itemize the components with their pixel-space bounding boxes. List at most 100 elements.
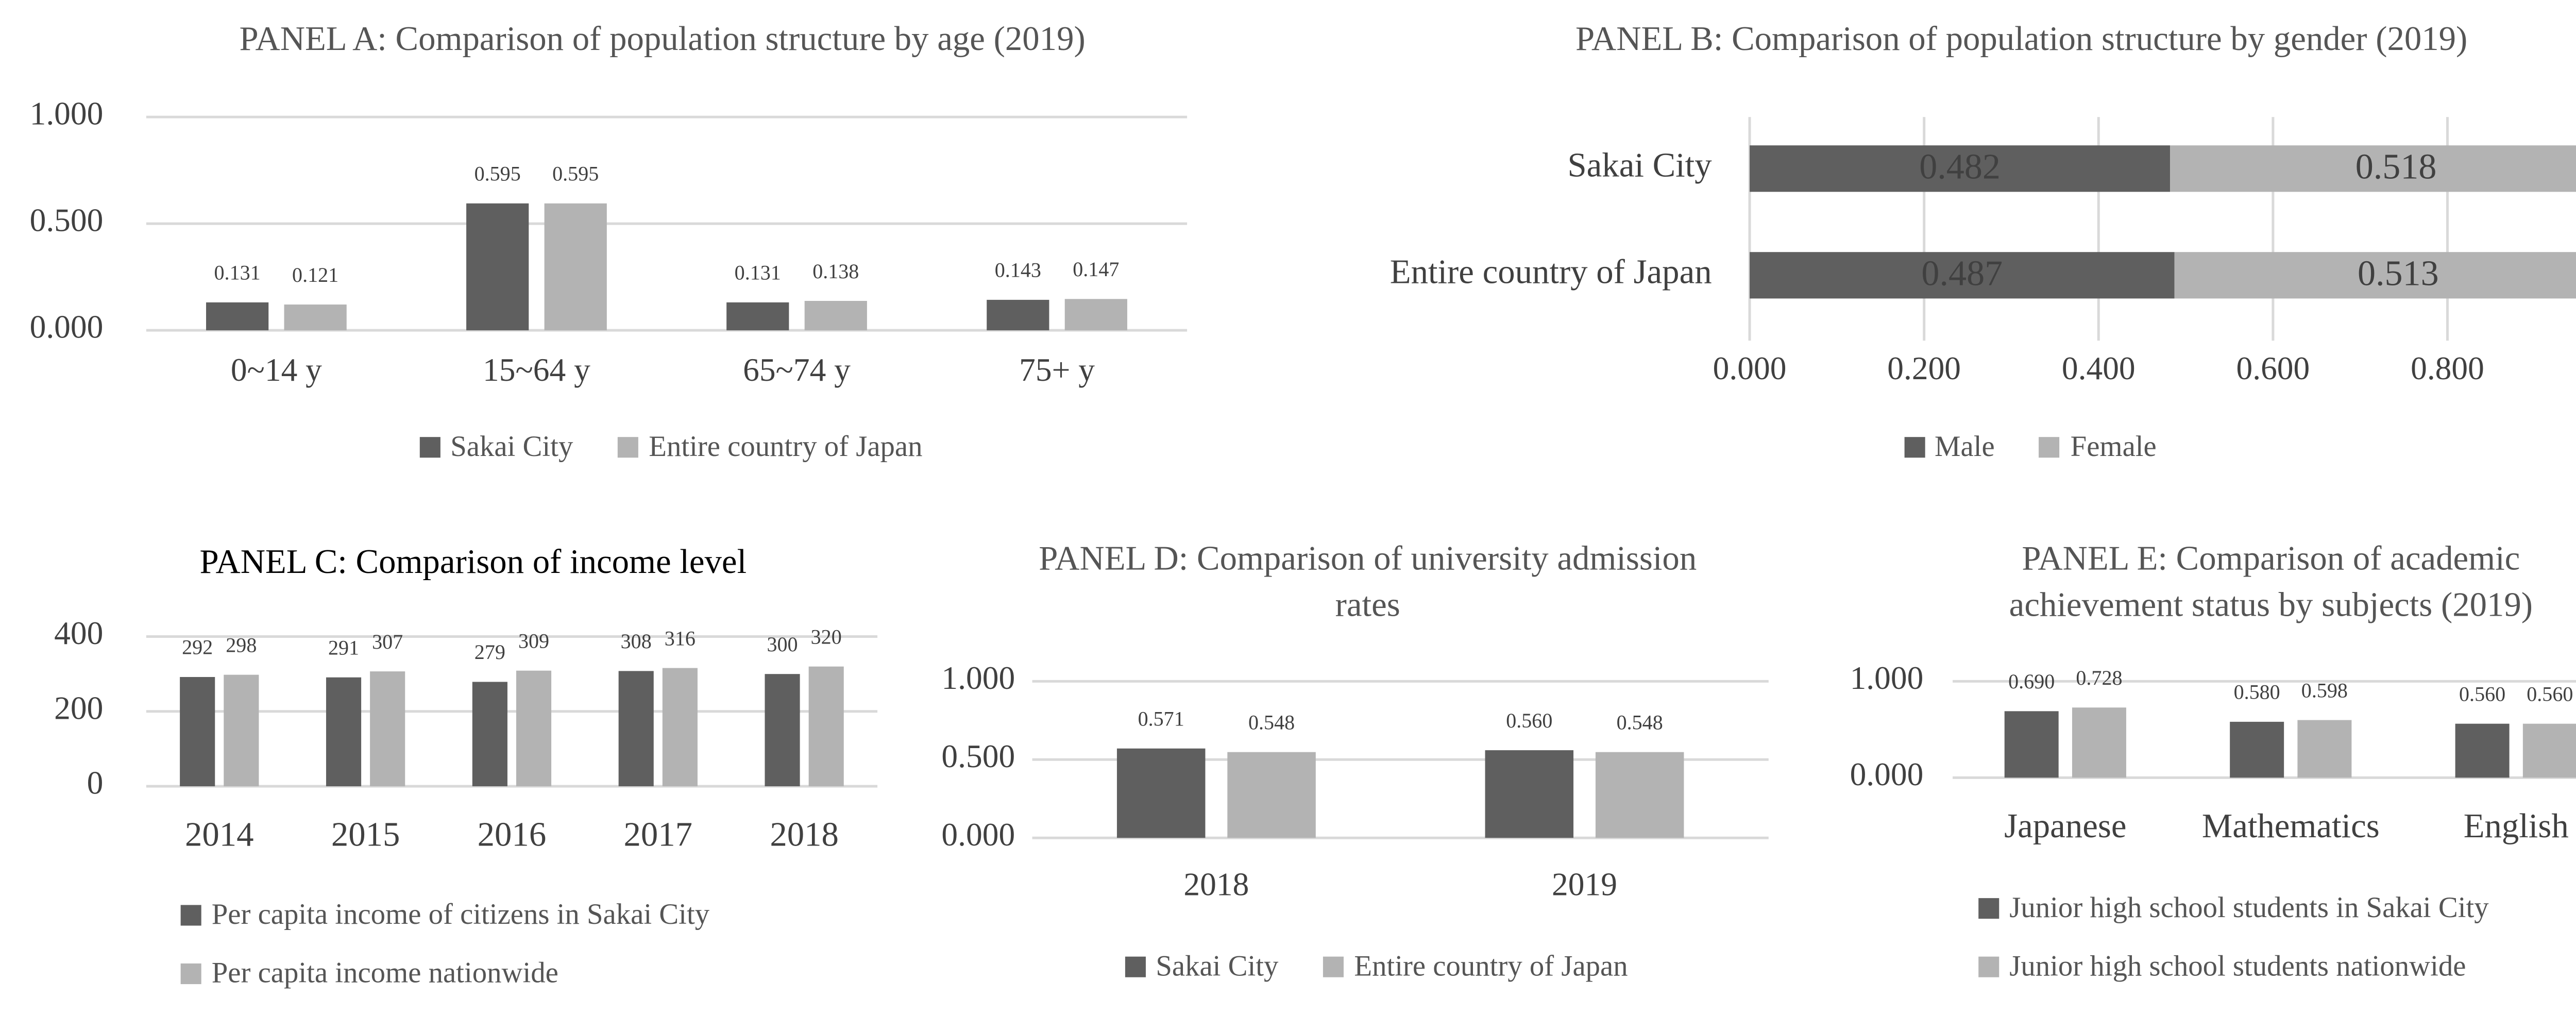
legend-swatch — [180, 905, 201, 926]
bar-segment — [1750, 252, 2175, 299]
x-tick-label: 75+ y — [1019, 351, 1095, 388]
value-label: 0.121 — [292, 263, 338, 286]
x-tick-label: 2018 — [1183, 866, 1249, 903]
y-tick-label: 1.000 — [941, 659, 1015, 696]
value-label: 0.548 — [1617, 711, 1663, 734]
chart-title: PANEL E: Comparison of academic achievem… — [2009, 540, 2533, 625]
x-tick-label: 0.000 — [1713, 350, 1787, 386]
y-tick-label: 1.000 — [1850, 659, 1924, 696]
legend: Per capita income of citizens in Sakai C… — [180, 898, 904, 991]
x-tick-label: 0.200 — [1887, 350, 1961, 386]
legend-label: Per capita income of citizens in Sakai C… — [211, 898, 710, 931]
legend-label: Sakai City — [450, 430, 573, 463]
value-label: 316 — [665, 627, 696, 650]
legend-swatch — [1323, 956, 1344, 977]
legend-entry: Junior high school students in Sakai Cit… — [1978, 891, 2489, 926]
value-label: 0.147 — [1073, 258, 1119, 281]
legend-entry: Male — [1903, 430, 1995, 465]
x-tick-label: English — [2464, 807, 2569, 845]
bar — [2072, 707, 2126, 778]
bar — [1485, 750, 1574, 838]
bar — [2297, 720, 2352, 778]
legend-swatch — [2039, 437, 2060, 458]
x-tick-label: 2017 — [624, 816, 693, 854]
value-label: 0.548 — [1248, 711, 1295, 734]
x-tick-label: 0.600 — [2236, 350, 2310, 386]
legend-label: Junior high school students nationwide — [2009, 950, 2466, 983]
legend-entry: Per capita income nationwide — [180, 956, 558, 991]
bar — [516, 670, 552, 787]
legend: Male Female — [1772, 430, 2288, 465]
legend-entry: Per capita income of citizens in Sakai C… — [180, 898, 710, 933]
y-tick-label: 400 — [54, 615, 103, 651]
y-tick-label: 0.500 — [30, 202, 104, 239]
bar — [2230, 721, 2284, 778]
legend-swatch — [180, 963, 201, 985]
y-tick-label: 0.000 — [1850, 756, 1924, 792]
x-tick-label: Mathematics — [2202, 807, 2380, 845]
value-label: 291 — [328, 636, 359, 659]
bar — [544, 203, 607, 331]
bar-segment — [2174, 252, 2576, 299]
bar — [662, 668, 698, 787]
x-tick-label: 2014 — [185, 816, 254, 854]
value-label: 0.518 — [2355, 147, 2437, 187]
bar-segment — [1750, 145, 2171, 192]
x-tick-label: 2019 — [1552, 866, 1617, 903]
chart-title: PANEL A: Comparison of population struct… — [239, 21, 1086, 59]
y-tick-label: 200 — [54, 689, 103, 726]
x-tick-label: 0.400 — [2062, 350, 2136, 386]
value-label: 0.487 — [1921, 254, 2003, 294]
legend-entry: Junior high school students nationwide — [1978, 950, 2466, 984]
legend-label: Per capita income nationwide — [211, 956, 558, 990]
bar — [206, 302, 269, 331]
legend-label: Sakai City — [1156, 950, 1279, 983]
value-label: 300 — [767, 633, 798, 656]
legend-label: Junior high school students in Sakai Cit… — [2009, 891, 2489, 924]
bar — [180, 676, 215, 787]
value-label: 0.595 — [552, 162, 599, 185]
x-tick-label: 65~74 y — [743, 351, 851, 388]
value-label: 0.131 — [735, 261, 781, 284]
bar — [2522, 723, 2576, 778]
bar — [987, 299, 1049, 331]
legend: Sakai City Entire country of Japan — [146, 430, 1196, 465]
chart-title: PANEL B: Comparison of population struct… — [1575, 21, 2468, 59]
bar — [370, 671, 405, 787]
value-label: 309 — [518, 629, 549, 652]
value-label: 292 — [182, 636, 213, 659]
value-label: 307 — [372, 630, 403, 653]
value-label: 0.580 — [2234, 681, 2280, 704]
bar — [1116, 748, 1206, 838]
bar — [284, 304, 347, 331]
value-label: 0.571 — [1138, 707, 1184, 731]
bar — [808, 666, 844, 787]
value-label: 308 — [621, 630, 652, 653]
bar — [726, 302, 789, 331]
x-tick-label: 0.800 — [2411, 350, 2484, 386]
value-label: 0.560 — [2459, 682, 2505, 705]
value-label: 0.482 — [1919, 147, 2001, 187]
x-tick-label: 15~64 y — [483, 351, 590, 388]
value-label: 0.143 — [995, 259, 1041, 282]
value-label: 279 — [474, 640, 505, 664]
legend-swatch — [1978, 956, 1999, 977]
bar — [2004, 711, 2059, 778]
bar — [466, 203, 529, 331]
bar-segment — [2170, 145, 2576, 192]
chart-title: PANEL C: Comparison of income level — [199, 544, 747, 582]
bar — [2455, 723, 2510, 778]
legend-swatch — [1978, 898, 1999, 919]
legend: Junior high school students in Sakai Cit… — [1978, 891, 2576, 984]
y-tick-label: Sakai City — [1568, 146, 1713, 184]
legend-entry: Sakai City — [419, 430, 573, 465]
legend-swatch — [618, 437, 639, 458]
legend: Sakai City Entire country of Japan — [1032, 950, 1721, 984]
value-label: 0.513 — [2358, 254, 2439, 294]
bar — [224, 674, 259, 787]
legend-label: Female — [2070, 430, 2157, 463]
chart-title: PANEL D: Comparison of university admiss… — [1039, 540, 1697, 625]
